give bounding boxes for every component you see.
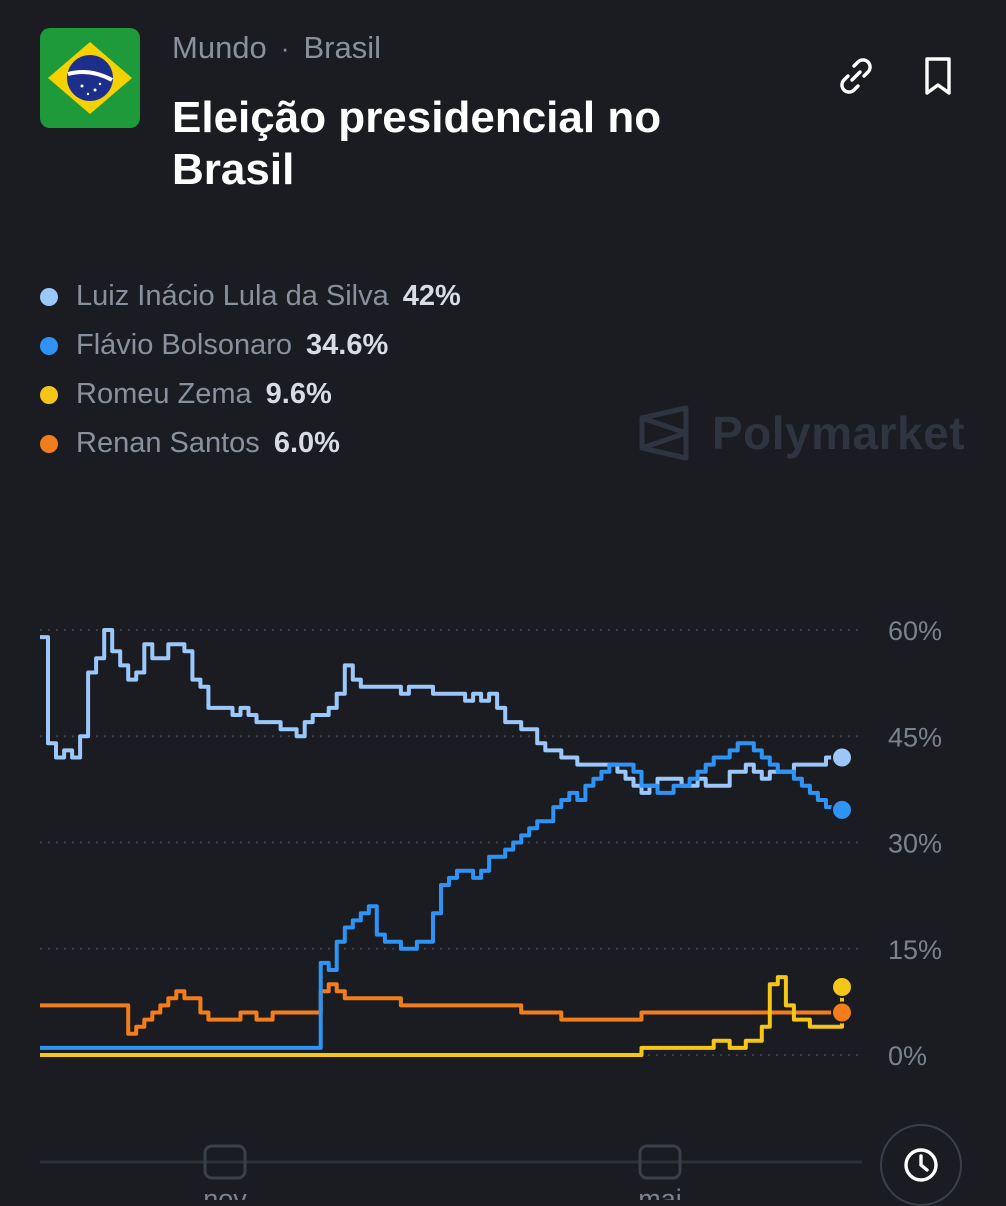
clock-icon <box>904 1148 938 1182</box>
legend-dot <box>40 287 58 306</box>
x-axis-handle[interactable] <box>203 1144 247 1180</box>
price-history-chart: 60% 45% 30% 15% 0% nov mai <box>40 616 942 1200</box>
legend-value: 9.6% <box>265 378 332 410</box>
legend-value: 6.0% <box>273 427 340 459</box>
series-line-luiz-in-cio-lula-da-silva <box>40 628 842 795</box>
legend-dot <box>40 336 58 355</box>
chart-legend: Luiz Inácio Lula da Silva 42% Flávio Bol… <box>40 272 461 468</box>
legend-item-santos[interactable]: Renan Santos 6.0% <box>40 419 461 468</box>
bookmark-button[interactable] <box>914 52 962 100</box>
legend-name: Flávio Bolsonaro <box>76 329 292 361</box>
polymarket-logo-icon <box>639 405 689 461</box>
x-tick-label: nov <box>203 1184 247 1200</box>
legend-value: 34.6% <box>306 329 389 361</box>
legend-item-bolsonaro[interactable]: Flávio Bolsonaro 34.6% <box>40 321 461 370</box>
y-tick-label: 45% <box>888 722 942 752</box>
series-end-dot <box>831 746 853 769</box>
polymarket-watermark: Polymarket <box>638 404 965 462</box>
legend-item-lula[interactable]: Luiz Inácio Lula da Silva 42% <box>40 272 461 321</box>
breadcrumb: Mundo · Brasil <box>172 30 381 66</box>
breadcrumb-item-brasil[interactable]: Brasil <box>303 30 381 65</box>
legend-name: Renan Santos <box>76 427 260 459</box>
x-tick-label: mai <box>638 1184 682 1200</box>
breadcrumb-separator: · <box>280 32 290 63</box>
time-range-button[interactable] <box>880 1124 962 1206</box>
x-axis-handle[interactable] <box>638 1144 682 1180</box>
y-tick-label: 15% <box>888 935 942 965</box>
breadcrumb-item-mundo[interactable]: Mundo <box>172 30 267 65</box>
series-end-dot <box>831 1001 853 1024</box>
series-end-dot <box>831 976 853 998</box>
series-line-fl-vio-bolsonaro <box>40 741 842 1050</box>
y-tick-label: 60% <box>888 616 942 646</box>
legend-dot <box>40 434 58 453</box>
legend-name: Luiz Inácio Lula da Silva <box>76 280 389 312</box>
y-tick-label: 0% <box>888 1041 927 1071</box>
y-tick-label: 30% <box>888 829 942 859</box>
bookmark-icon <box>925 57 951 95</box>
series-end-dot <box>831 798 853 821</box>
series-line-romeu-zema <box>40 975 844 1057</box>
copy-link-button[interactable] <box>832 52 880 100</box>
link-icon <box>840 58 872 94</box>
legend-name: Romeu Zema <box>76 378 252 410</box>
legend-dot <box>40 385 58 404</box>
brazil-flag-icon <box>40 28 140 128</box>
series-line-renan-santos <box>40 982 842 1036</box>
legend-item-zema[interactable]: Romeu Zema 9.6% <box>40 370 461 419</box>
page-title: Eleição presidencial no Brasil <box>172 93 662 194</box>
legend-value: 42% <box>402 280 461 312</box>
watermark-text: Polymarket <box>712 407 966 459</box>
